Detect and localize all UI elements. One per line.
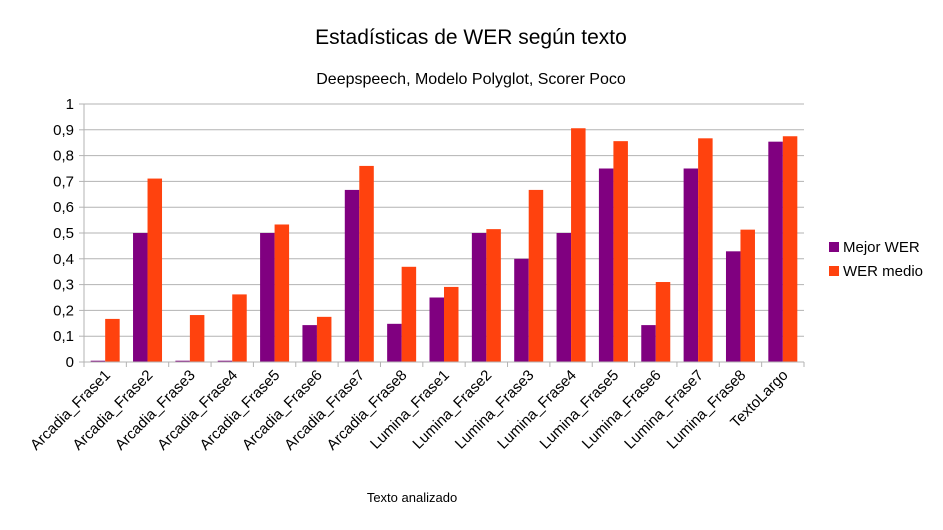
bar-wer-medio xyxy=(316,316,332,362)
bar-wer-medio xyxy=(613,141,628,362)
legend: Mejor WER WER medio xyxy=(829,239,923,280)
bar-wer-medio xyxy=(782,136,798,362)
bar-mejor-wer xyxy=(302,325,317,362)
bar-mejor-wer xyxy=(768,141,783,362)
y-tick-label: 0,3 xyxy=(53,277,74,294)
bars xyxy=(90,128,798,362)
bar-wer-medio xyxy=(359,165,374,362)
y-tick-label: 0,6 xyxy=(53,199,74,216)
bar-wer-medio xyxy=(147,178,163,362)
bar-mejor-wer xyxy=(217,360,233,362)
bar-mejor-wer xyxy=(429,297,444,362)
chart-title: Estadísticas de WER según texto xyxy=(315,26,627,49)
bar-wer-medio xyxy=(444,286,459,362)
y-tick-label: 0 xyxy=(66,354,74,371)
y-tick-label: 0,7 xyxy=(53,173,74,190)
y-tick-label: 1 xyxy=(66,96,74,113)
legend-swatch xyxy=(829,266,839,276)
bar-wer-medio xyxy=(698,138,713,362)
y-axis-ticks: 0 0,1 0,2 0,3 0,4 0,5 0,6 0,7 0,8 0,9 1 xyxy=(53,96,84,371)
bar-wer-medio xyxy=(528,189,544,362)
bar-mejor-wer xyxy=(725,251,741,362)
x-axis-label: Texto analizado xyxy=(367,490,457,505)
bar-mejor-wer xyxy=(556,233,572,362)
bar-mejor-wer xyxy=(471,233,487,362)
bar-mejor-wer xyxy=(90,360,106,362)
bar-wer-medio xyxy=(274,224,290,362)
bar-wer-medio xyxy=(401,266,417,362)
bar-wer-medio xyxy=(571,128,586,362)
bar-wer-medio xyxy=(486,229,501,362)
y-tick-label: 0,5 xyxy=(53,225,74,242)
bar-mejor-wer xyxy=(641,325,656,362)
bar-mejor-wer xyxy=(387,323,402,362)
bar-wer-medio xyxy=(189,315,205,362)
y-tick-label: 0,4 xyxy=(53,251,74,268)
chart-subtitle: Deepspeech, Modelo Polyglot, Scorer Poco xyxy=(316,71,626,88)
bar-wer-medio xyxy=(655,282,671,362)
legend-swatch xyxy=(829,242,839,252)
bar-wer-medio xyxy=(232,294,247,362)
y-tick-label: 0,9 xyxy=(53,122,74,139)
y-tick-label: 0,1 xyxy=(53,328,74,345)
bar-wer-medio xyxy=(740,229,755,362)
bar-mejor-wer xyxy=(598,168,614,362)
y-tick-label: 0,2 xyxy=(53,302,74,319)
legend-label: Mejor WER xyxy=(843,239,920,256)
axes xyxy=(83,104,804,363)
y-tick-label: 0,8 xyxy=(53,148,74,165)
bar-mejor-wer xyxy=(260,233,275,362)
x-axis-ticks: Arcadia_Frase1Arcadia_Frase2Arcadia_Fras… xyxy=(27,362,805,454)
bar-mejor-wer xyxy=(344,189,360,362)
bar-mejor-wer xyxy=(514,258,529,362)
bar-mejor-wer xyxy=(133,233,148,362)
bar-wer-medio xyxy=(105,318,120,362)
bar-mejor-wer xyxy=(683,168,699,362)
bar-mejor-wer xyxy=(175,360,190,362)
legend-label: WER medio xyxy=(843,263,923,280)
